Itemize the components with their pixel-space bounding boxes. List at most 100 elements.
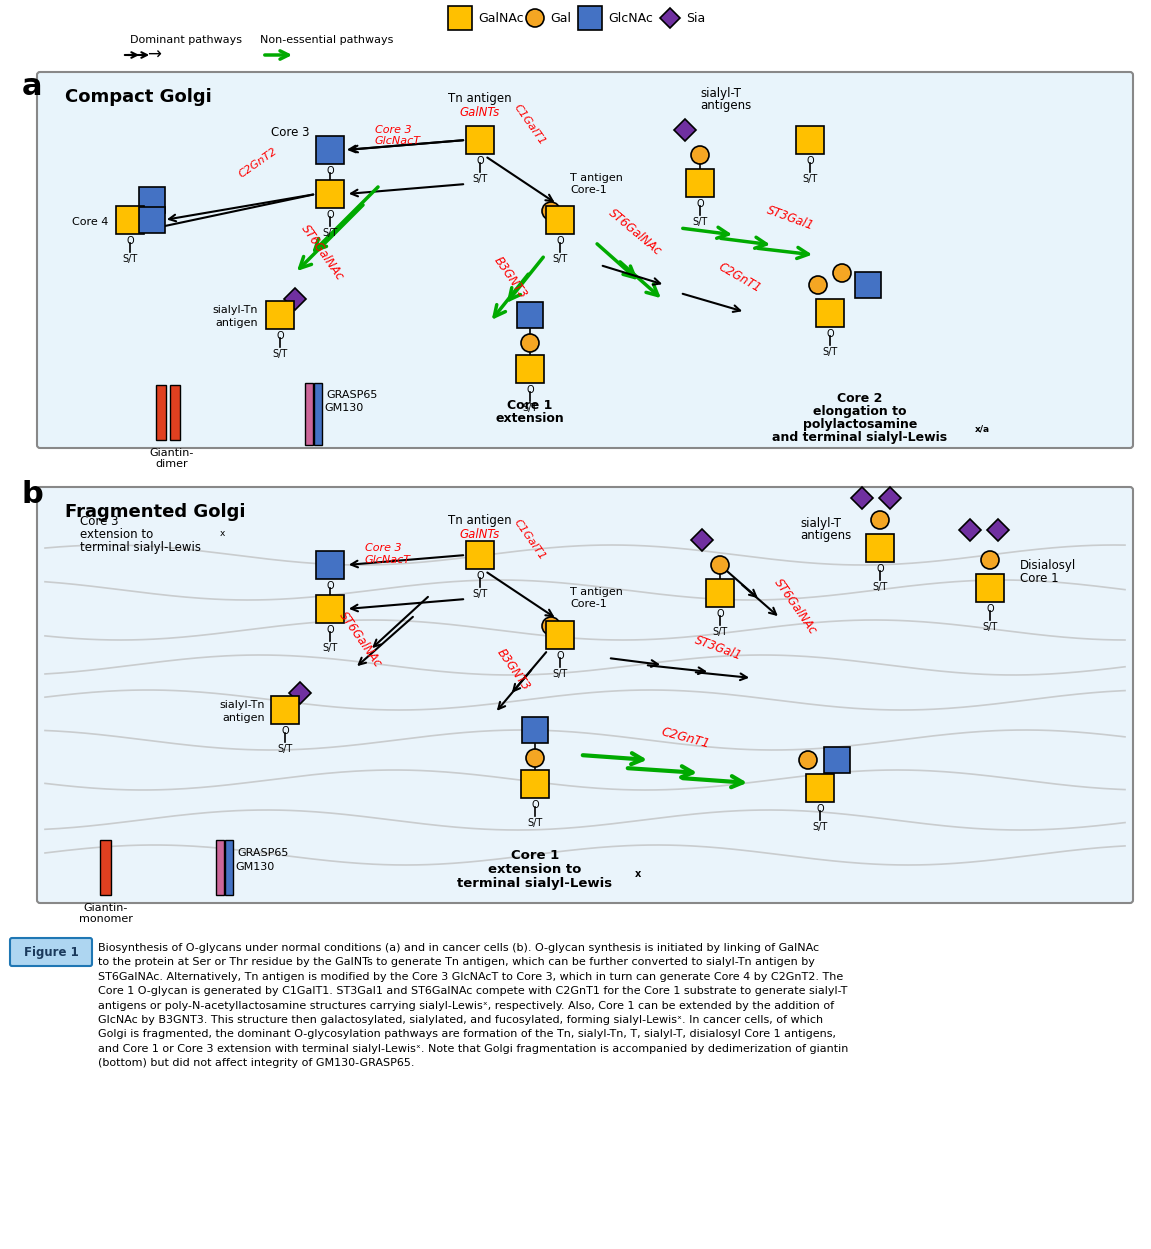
Text: extension to: extension to — [488, 863, 581, 876]
Text: GM130: GM130 — [235, 862, 274, 872]
Text: T antigen: T antigen — [570, 174, 623, 184]
Text: Core-1: Core-1 — [570, 185, 607, 195]
Text: dimer: dimer — [155, 458, 189, 470]
Bar — [317, 180, 344, 209]
Text: extension to: extension to — [81, 528, 153, 541]
Bar — [139, 187, 165, 214]
Text: ST3Gal1: ST3Gal1 — [764, 204, 815, 232]
Text: elongation to: elongation to — [814, 405, 907, 417]
Text: →: → — [147, 46, 161, 64]
Text: antigen: antigen — [215, 318, 258, 328]
Bar — [170, 385, 180, 440]
Polygon shape — [879, 487, 901, 510]
Text: ST6GalNAc: ST6GalNAc — [336, 610, 384, 671]
Polygon shape — [851, 487, 872, 510]
Text: S/T: S/T — [552, 254, 567, 264]
Circle shape — [691, 146, 709, 164]
Text: GRASP65: GRASP65 — [237, 848, 289, 858]
Text: O: O — [556, 651, 564, 661]
Text: S/T: S/T — [822, 347, 838, 357]
Bar — [305, 383, 313, 445]
Text: O: O — [326, 624, 334, 634]
Polygon shape — [674, 119, 696, 141]
Text: x: x — [635, 869, 641, 879]
Text: S/T: S/T — [122, 254, 138, 264]
Text: C2GnT1: C2GnT1 — [716, 261, 763, 295]
Text: O: O — [477, 571, 483, 581]
Text: S/T: S/T — [523, 403, 538, 413]
Text: S/T: S/T — [277, 744, 292, 754]
Text: C1GalT1: C1GalT1 — [512, 102, 548, 147]
Text: Core 3: Core 3 — [365, 543, 402, 553]
Text: GalNTs: GalNTs — [460, 105, 501, 119]
Bar — [157, 385, 166, 440]
Text: terminal sialyl-Lewis: terminal sialyl-Lewis — [457, 877, 612, 889]
Text: S/T: S/T — [472, 174, 488, 184]
Text: Gal: Gal — [550, 11, 571, 25]
FancyBboxPatch shape — [37, 72, 1133, 448]
Text: GM130: GM130 — [323, 403, 364, 413]
Text: Core 3: Core 3 — [81, 515, 119, 528]
Text: O: O — [477, 156, 483, 166]
Text: Figure 1: Figure 1 — [24, 945, 78, 958]
Circle shape — [542, 617, 561, 634]
Bar — [448, 6, 472, 30]
Text: B3GNT3: B3GNT3 — [494, 647, 532, 693]
Text: O: O — [532, 801, 539, 811]
Bar — [824, 747, 849, 773]
Bar — [806, 774, 834, 802]
Text: O: O — [276, 331, 284, 341]
Text: S/T: S/T — [712, 627, 727, 637]
Text: O: O — [326, 581, 334, 591]
Text: B3GNT3: B3GNT3 — [491, 255, 529, 301]
Text: O: O — [696, 199, 703, 209]
Text: Sia: Sia — [686, 11, 706, 25]
Text: C2GnT1: C2GnT1 — [660, 726, 711, 751]
Text: GRASP65: GRASP65 — [326, 390, 378, 400]
Text: and terminal sialyl-Lewis: and terminal sialyl-Lewis — [772, 431, 947, 443]
Text: sialyl-T: sialyl-T — [700, 86, 741, 100]
Bar — [523, 717, 548, 743]
FancyBboxPatch shape — [37, 487, 1133, 903]
Circle shape — [799, 751, 817, 769]
Polygon shape — [959, 520, 981, 541]
Bar — [816, 299, 844, 327]
Text: sialyl-T: sialyl-T — [800, 517, 841, 530]
Text: Core 1: Core 1 — [508, 398, 552, 411]
Text: x/a: x/a — [975, 423, 990, 433]
Text: O: O — [876, 565, 884, 575]
Text: Biosynthesis of O-glycans under normal conditions (a) and in cancer cells (b). O: Biosynthesis of O-glycans under normal c… — [98, 943, 848, 1068]
Text: Core 3: Core 3 — [375, 125, 412, 135]
Text: GlcNAc: GlcNAc — [608, 11, 653, 25]
Bar — [466, 541, 494, 570]
Bar — [317, 595, 344, 623]
Text: Core 3: Core 3 — [272, 125, 310, 139]
Text: O: O — [986, 605, 993, 615]
Text: Compact Golgi: Compact Golgi — [64, 87, 212, 106]
Text: O: O — [326, 166, 334, 176]
Bar — [686, 169, 714, 197]
Text: O: O — [281, 726, 289, 736]
Text: Tn antigen: Tn antigen — [448, 91, 512, 105]
Text: Core 1: Core 1 — [511, 848, 559, 862]
Bar — [270, 696, 299, 724]
Bar — [578, 6, 602, 30]
Text: Disialosyl: Disialosyl — [1020, 558, 1076, 572]
Bar — [866, 535, 894, 562]
Circle shape — [521, 333, 539, 352]
Text: GlcNacT: GlcNacT — [375, 136, 421, 146]
Bar — [266, 301, 294, 328]
Circle shape — [711, 556, 729, 575]
Circle shape — [981, 551, 999, 570]
Text: O: O — [326, 210, 334, 220]
Bar — [706, 580, 734, 607]
Text: ST3Gal1: ST3Gal1 — [693, 633, 744, 662]
Text: S/T: S/T — [872, 582, 887, 592]
Text: C1GalT1: C1GalT1 — [512, 518, 548, 562]
Circle shape — [526, 749, 544, 767]
Polygon shape — [988, 520, 1009, 541]
Text: ST6GalNAc: ST6GalNAc — [298, 222, 346, 284]
Text: extension: extension — [496, 411, 564, 425]
Text: O: O — [526, 385, 534, 395]
Text: Non-essential pathways: Non-essential pathways — [260, 35, 394, 45]
